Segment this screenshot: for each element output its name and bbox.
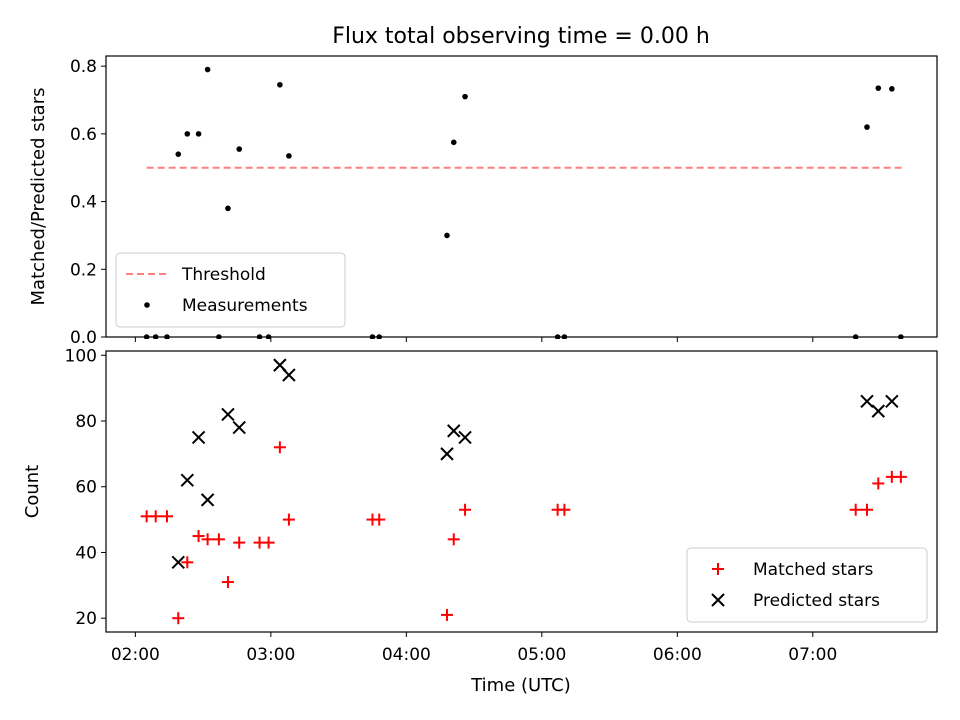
matched-stars-point [872, 477, 885, 490]
x-tick-label: 05:00 [517, 645, 566, 665]
matched-stars-point [233, 536, 246, 549]
predicted-stars-point [180, 473, 195, 487]
legend-swatch [711, 593, 725, 607]
measurements-point [875, 85, 882, 91]
matched-stars-point [149, 510, 162, 523]
y-tick-label: 80 [75, 412, 97, 432]
matched-stars-point [849, 503, 862, 516]
measurements-point [277, 81, 283, 88]
matched-stars-point [373, 513, 386, 526]
predicted-stars-point [458, 430, 472, 445]
matched-stars-point [459, 503, 472, 516]
legend-label: Matched stars [753, 560, 873, 580]
matched-stars-point [181, 556, 194, 569]
y-tick-label: 100 [65, 346, 97, 366]
x-tick-label: 02:00 [111, 645, 160, 665]
legend-box [686, 547, 928, 623]
matched-stars-point [160, 510, 173, 523]
predicted-stars-point [221, 407, 235, 422]
chart-title: Flux total observing time = 0.00 h [332, 24, 710, 49]
y-tick-label: 0.0 [70, 328, 97, 348]
axes-frame [105, 350, 938, 633]
matched-stars-point [192, 530, 205, 543]
matched-stars-point [273, 441, 286, 454]
matched-stars-point [440, 608, 453, 621]
matched-stars-point [212, 533, 225, 546]
matched-stars-point [282, 513, 295, 526]
measurements-point [450, 139, 457, 146]
matched-stars-point [201, 533, 214, 546]
measurements-point [204, 66, 211, 73]
measurements-point [175, 151, 182, 157]
y-tick-label: 20 [75, 609, 97, 629]
x-tick-label: 06:00 [653, 645, 702, 665]
y-tick-label: 0.2 [70, 260, 97, 280]
y-tick-label: 0.4 [70, 193, 97, 213]
legend-swatch [144, 302, 150, 308]
measurements-point [236, 146, 243, 152]
matched-stars-point [172, 612, 185, 625]
plot-area [140, 358, 907, 625]
matched-stars-point [262, 536, 275, 549]
predicted-stars-point [447, 424, 461, 438]
axes-frame [105, 55, 938, 338]
y-axis-label: Matched/Predicted stars [28, 88, 49, 306]
y-tick-label: 40 [75, 543, 97, 563]
predicted-stars-point [171, 555, 185, 570]
matched-stars-point [447, 533, 460, 546]
predicted-stars-point [860, 394, 874, 408]
y-tick-label: 60 [75, 478, 97, 498]
predicted-stars-point [885, 394, 899, 408]
measurements-point [286, 153, 292, 159]
legend-swatch [712, 563, 724, 575]
x-axis-label: Time (UTC) [470, 675, 571, 696]
y-tick-label: 0.6 [70, 125, 97, 145]
legend-box [115, 252, 346, 328]
y-tick-label: 0.8 [70, 57, 97, 77]
x-tick-label: 03:00 [246, 645, 295, 665]
predicted-stars-point [282, 368, 296, 382]
count-panel: 20 40 60 80 100 02:00 03:00 04:00 05:00 06:00 07:0… [22, 346, 938, 665]
x-tick-label: 04:00 [382, 645, 431, 665]
legend-label: Predicted stars [753, 591, 880, 611]
x-tick-label: 07:00 [788, 645, 837, 665]
y-axis-label: Count [22, 465, 43, 518]
measurements-point [444, 232, 450, 239]
matched-stars-point [558, 503, 571, 516]
matched-stars-point [221, 576, 234, 589]
matched-stars-point [894, 470, 907, 483]
predicted-stars-point [232, 420, 246, 435]
legend: Threshold Measurements [115, 252, 346, 328]
predicted-stars-point [440, 447, 454, 461]
predicted-stars-point [200, 493, 215, 507]
predicted-stars-point [191, 430, 206, 445]
measurements-point [462, 93, 468, 100]
measurements-point [195, 131, 202, 137]
ratio-panel: 0.0 0.2 0.4 0.6 0.8 Matched/Predicted stars Th… [28, 55, 938, 348]
measurements-point [184, 131, 191, 137]
legend-label: Measurements [182, 296, 308, 316]
measurements-point [889, 86, 895, 92]
measurements-point [864, 124, 870, 130]
legend-label: Threshold [181, 265, 266, 285]
matched-stars-point [860, 503, 873, 516]
predicted-stars-point [871, 404, 885, 418]
measurements-point [225, 205, 231, 212]
legend: Matched stars Predicted stars [686, 547, 928, 623]
